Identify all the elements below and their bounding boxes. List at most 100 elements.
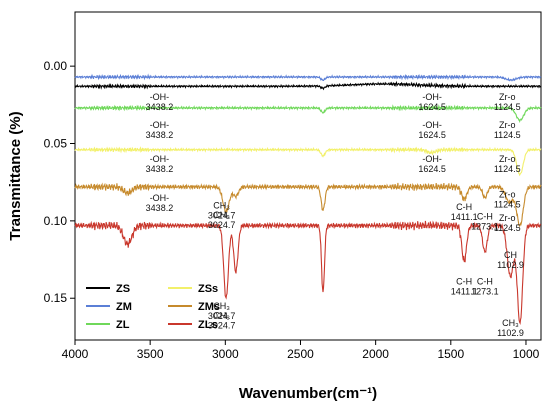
peak-annotation: -OH-3438.2 <box>146 92 174 112</box>
legend-label: ZS <box>116 283 130 295</box>
annotation-text: C-H <box>456 202 472 212</box>
series-lines <box>74 73 542 325</box>
annotation-text: -OH- <box>150 92 170 102</box>
annotation-text: Zr-o <box>499 190 516 200</box>
x-tick-label: 4000 <box>62 347 89 361</box>
annotation-text: 3024.7 <box>208 311 236 321</box>
annotation-text: 1624.5 <box>418 102 446 112</box>
legend-item-ZM: ZM <box>86 301 132 313</box>
annotation-text: 1411.1 <box>451 286 478 296</box>
plot-frame <box>74 11 542 341</box>
annotation-text: Zr-o <box>499 213 516 223</box>
annotation-text: 1124.5 <box>494 223 521 233</box>
legend-label: ZMs <box>198 301 220 313</box>
annotation-text: 3438.2 <box>146 102 174 112</box>
series-line-ZSs <box>74 146 542 177</box>
annotation-text: CH <box>504 250 517 260</box>
annotation-text: Zr-o <box>499 92 516 102</box>
annotation-text: 1124.5 <box>494 130 521 140</box>
legend-label: ZSs <box>198 283 218 295</box>
peak-annotation: -OH-3438.2 <box>146 193 174 213</box>
annotation-text: -OH- <box>422 154 442 164</box>
annotation-text: CH₃ <box>502 318 519 328</box>
annotation-text: 1102.9 <box>497 260 524 270</box>
series-line-ZM <box>74 73 542 82</box>
annotation-text: -OH- <box>422 92 442 102</box>
annotation-text: 1273.1 <box>471 221 499 231</box>
annotation-text: CH₃ <box>213 200 230 210</box>
annotation-text: Zr-o <box>499 154 516 164</box>
y-tick-label: 0.00 <box>44 59 68 73</box>
x-tick-label: 1500 <box>437 347 464 361</box>
annotation-text: 1273.1 <box>471 286 499 296</box>
series-line-ZL <box>74 104 542 124</box>
annotation-text: C-H <box>477 211 493 221</box>
annotation-text: CH₃ <box>213 310 230 320</box>
legend-item-ZLs: ZLs <box>168 319 218 331</box>
y-axis: 0.00 0.05 0.10 0.15 <box>44 59 75 305</box>
annotation-text: C-H <box>477 276 493 286</box>
annotation-text: 1124.5 <box>494 102 521 112</box>
annotation-text: 1124.5 <box>494 164 521 174</box>
peak-annotation: -OH-1624.5 <box>418 154 446 174</box>
annotation-text: Zr-o <box>499 120 516 130</box>
y-axis-title: Transmittance (%) <box>7 111 24 240</box>
x-tick-label: 1000 <box>513 347 540 361</box>
annotation-text: 1624.5 <box>418 164 446 174</box>
annotation-text: 1124.5 <box>494 200 521 210</box>
legend-label: ZLs <box>198 319 218 331</box>
x-tick-label: 2500 <box>287 347 314 361</box>
x-tick-label: 3000 <box>212 347 239 361</box>
annotation-text: CH₃ <box>213 210 230 220</box>
annotation-text: 1411.1 <box>451 212 478 222</box>
peak-annotation: -OH-1624.5 <box>418 92 446 112</box>
x-axis: 4000 3500 3000 2500 2000 1500 1000 <box>62 340 540 361</box>
peak-annotation: -OH-1624.5 <box>418 120 446 140</box>
peak-annotations: -OH-3438.2-OH-3438.2-OH-3438.2-OH-3438.2… <box>146 92 524 338</box>
annotation-text: 3024.7 <box>208 210 236 220</box>
legend-item-ZL: ZL <box>86 319 130 331</box>
x-tick-label: 2000 <box>362 347 389 361</box>
x-axis-title: Wavenumber(cm⁻¹) <box>239 385 377 402</box>
annotation-text: -OH- <box>150 193 170 203</box>
legend-item-ZS: ZS <box>86 283 130 295</box>
y-tick-label: 0.15 <box>44 291 68 305</box>
annotation-text: 3024.7 <box>208 320 236 330</box>
peak-annotation: -OH-3438.2 <box>146 154 174 174</box>
legend-item-ZSs: ZSs <box>168 283 218 295</box>
annotation-text: -OH- <box>150 120 170 130</box>
annotation-text: -OH- <box>150 154 170 164</box>
annotation-text: 3438.2 <box>146 130 174 140</box>
legend-label: ZL <box>116 319 130 331</box>
annotation-text: -OH- <box>422 120 442 130</box>
annotation-text: 1624.5 <box>418 130 446 140</box>
series-line-ZLs <box>74 220 542 325</box>
annotation-text: 3438.2 <box>146 164 174 174</box>
legend-label: ZM <box>116 301 132 313</box>
annotation-text: C-H <box>456 276 472 286</box>
annotation-text: CH₃ <box>213 301 230 311</box>
peak-annotation: -OH-3438.2 <box>146 120 174 140</box>
legend: ZS ZM ZL ZSs ZMs ZLs <box>86 283 220 331</box>
series-line-ZMs <box>74 182 542 228</box>
annotation-text: 3438.2 <box>146 203 174 213</box>
annotation-text: 1102.9 <box>497 328 524 338</box>
legend-item-ZMs: ZMs <box>168 301 220 313</box>
y-tick-label: 0.05 <box>44 137 68 151</box>
